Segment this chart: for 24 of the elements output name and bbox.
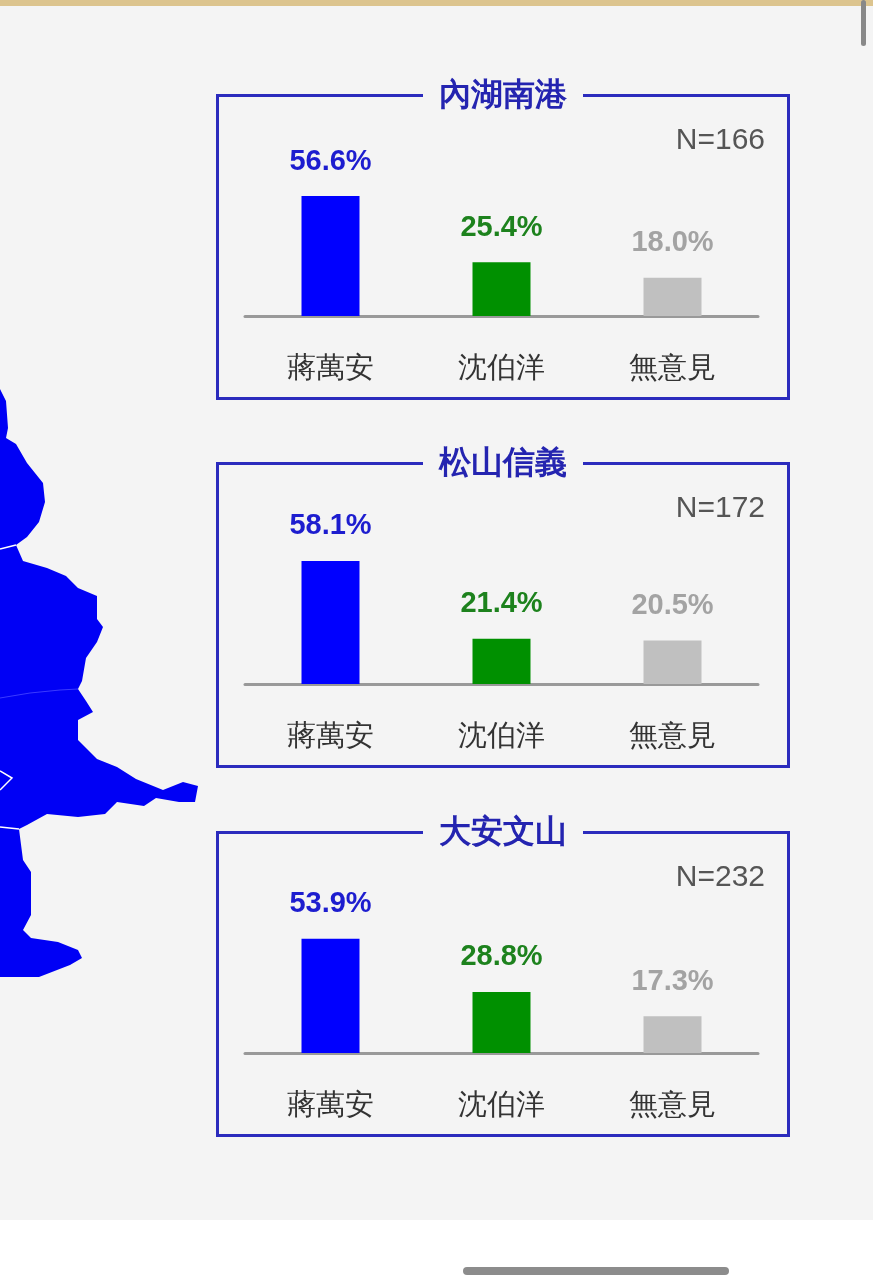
x-tick-label: 沈伯洋: [458, 349, 545, 384]
data-label: 28.8%: [460, 939, 543, 972]
data-label: 21.4%: [460, 586, 543, 619]
x-tick-label: 沈伯洋: [458, 1086, 545, 1121]
chart-title: 內湖南港: [439, 75, 567, 113]
x-tick-label: 無意見: [629, 1086, 716, 1121]
data-label: 18.0%: [631, 225, 714, 258]
data-label: 53.9%: [289, 886, 372, 919]
x-tick-label: 無意見: [629, 349, 716, 384]
data-label: 17.3%: [631, 963, 714, 996]
text: N=166: [675, 121, 766, 155]
data-label: 20.5%: [631, 588, 714, 621]
data-label: 56.6%: [289, 143, 372, 176]
text: N=172: [675, 489, 766, 523]
data-label: 25.4%: [460, 209, 543, 242]
chart-title: 松山信義: [438, 443, 567, 481]
x-tick-label: 沈伯洋: [458, 717, 545, 752]
data-label: 58.1%: [289, 508, 372, 541]
x-tick-label: 蔣萬安: [287, 1086, 374, 1121]
x-tick-label: 蔣萬安: [287, 717, 374, 752]
chart-title: 大安文山: [439, 812, 567, 850]
text: N=232: [675, 858, 766, 892]
x-tick-label: 蔣萬安: [287, 349, 374, 384]
x-tick-label: 無意見: [629, 717, 716, 752]
